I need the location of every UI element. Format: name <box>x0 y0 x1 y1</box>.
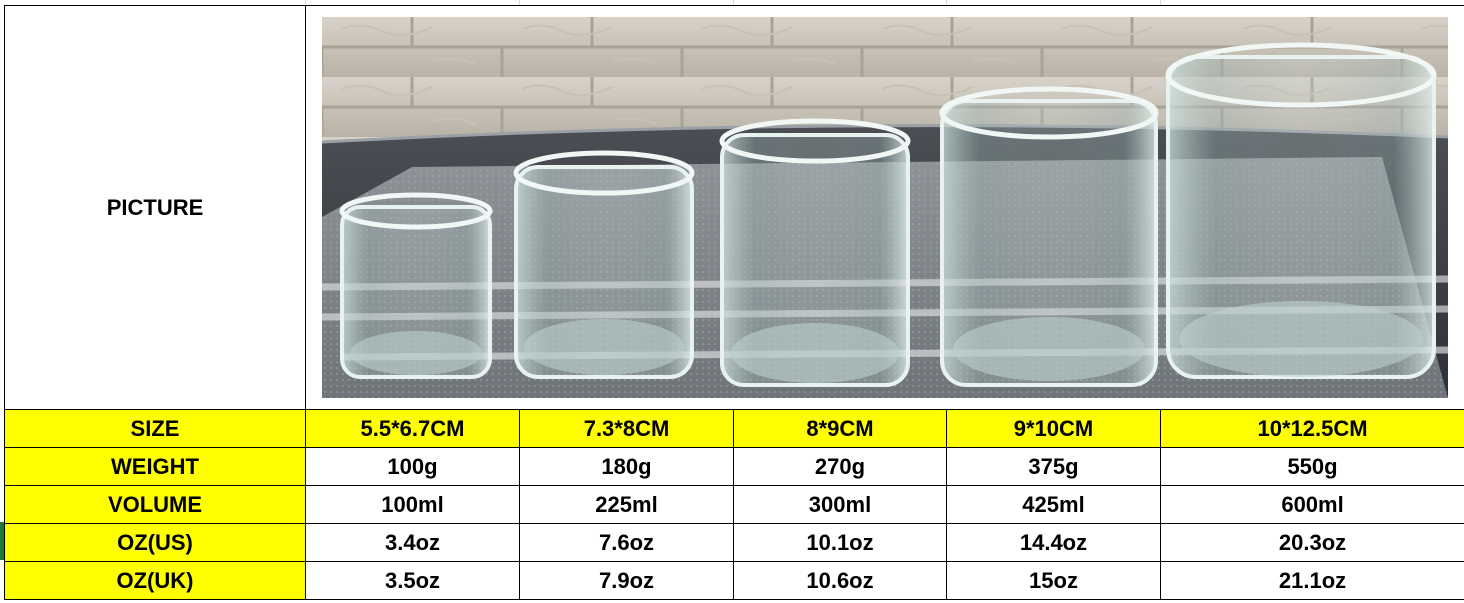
table-row: OZ(US) 3.4oz 7.6oz 10.1oz 14.4oz 20.3oz <box>5 524 1464 562</box>
size-cell-3[interactable]: 8*9CM <box>734 410 947 448</box>
table-row: VOLUME 100ml 225ml 300ml 425ml 600ml <box>5 486 1464 524</box>
volume-cell-5[interactable]: 600ml <box>1161 486 1464 524</box>
jar-1 <box>342 195 490 377</box>
weight-cell-3[interactable]: 270g <box>734 448 947 486</box>
table-row: OZ(UK) 3.5oz 7.9oz 10.6oz 15oz 21.1oz <box>5 562 1464 600</box>
volume-cell-1[interactable]: 100ml <box>306 486 520 524</box>
jar-4 <box>942 89 1156 385</box>
picture-label-cell[interactable]: PICTURE <box>5 6 306 410</box>
jar-2 <box>516 153 692 377</box>
row-label-oz-uk[interactable]: OZ(UK) <box>5 562 306 600</box>
oz-uk-cell-1[interactable]: 3.5oz <box>306 562 520 600</box>
oz-us-cell-4[interactable]: 14.4oz <box>947 524 1161 562</box>
volume-cell-4[interactable]: 425ml <box>947 486 1161 524</box>
spec-table: PICTURE <box>4 5 1464 600</box>
picture-row: PICTURE <box>5 6 1464 410</box>
volume-cell-3[interactable]: 300ml <box>734 486 947 524</box>
size-cell-4[interactable]: 9*10CM <box>947 410 1161 448</box>
jars-photo <box>322 17 1448 398</box>
row-label-size[interactable]: SIZE <box>5 410 306 448</box>
weight-cell-4[interactable]: 375g <box>947 448 1161 486</box>
row-label-oz-us[interactable]: OZ(US) <box>5 524 306 562</box>
size-cell-1[interactable]: 5.5*6.7CM <box>306 410 520 448</box>
volume-cell-2[interactable]: 225ml <box>520 486 734 524</box>
row-label-weight[interactable]: WEIGHT <box>5 448 306 486</box>
table-row: WEIGHT 100g 180g 270g 375g 550g <box>5 448 1464 486</box>
size-cell-5[interactable]: 10*12.5CM <box>1161 410 1464 448</box>
oz-uk-cell-2[interactable]: 7.9oz <box>520 562 734 600</box>
row-label-volume[interactable]: VOLUME <box>5 486 306 524</box>
oz-uk-cell-4[interactable]: 15oz <box>947 562 1161 600</box>
jar-5 <box>1168 45 1434 377</box>
size-cell-2[interactable]: 7.3*8CM <box>520 410 734 448</box>
oz-us-cell-3[interactable]: 10.1oz <box>734 524 947 562</box>
picture-label: PICTURE <box>107 195 204 220</box>
oz-us-cell-1[interactable]: 3.4oz <box>306 524 520 562</box>
jar-3 <box>722 121 908 385</box>
oz-uk-cell-5[interactable]: 21.1oz <box>1161 562 1464 600</box>
photo-cell[interactable] <box>306 6 1464 410</box>
weight-cell-1[interactable]: 100g <box>306 448 520 486</box>
weight-cell-2[interactable]: 180g <box>520 448 734 486</box>
oz-us-cell-2[interactable]: 7.6oz <box>520 524 734 562</box>
oz-uk-cell-3[interactable]: 10.6oz <box>734 562 947 600</box>
table-row: SIZE 5.5*6.7CM 7.3*8CM 8*9CM 9*10CM 10*1… <box>5 410 1464 448</box>
weight-cell-5[interactable]: 550g <box>1161 448 1464 486</box>
oz-us-cell-5[interactable]: 20.3oz <box>1161 524 1464 562</box>
